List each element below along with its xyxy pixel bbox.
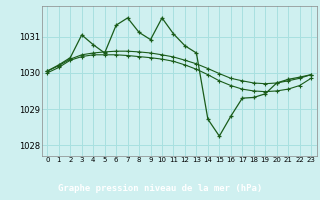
Text: Graphe pression niveau de la mer (hPa): Graphe pression niveau de la mer (hPa): [58, 184, 262, 193]
